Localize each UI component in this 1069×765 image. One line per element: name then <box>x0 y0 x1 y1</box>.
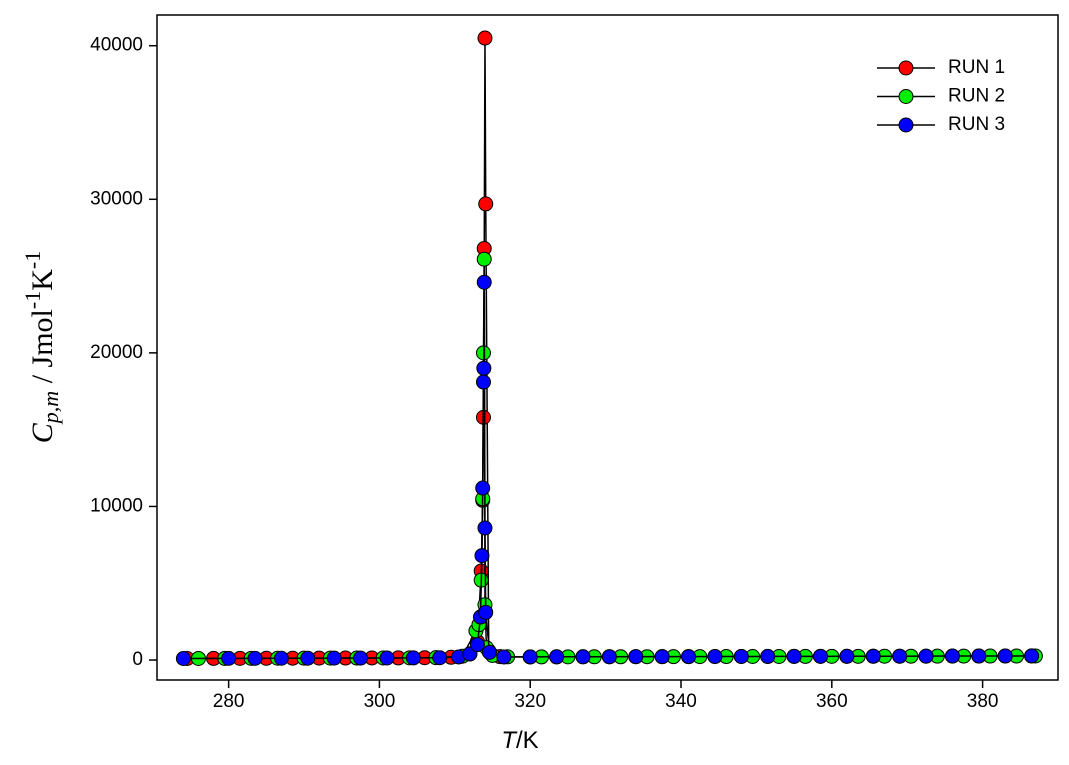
legend-marker <box>898 117 914 133</box>
y-tick-label: 40000 <box>90 35 143 56</box>
data-point <box>469 637 485 653</box>
data-point <box>477 30 493 46</box>
data-point <box>478 196 494 212</box>
x-label-unit: /K <box>516 727 539 754</box>
data-point <box>892 648 908 664</box>
plot-frame <box>156 14 1059 681</box>
legend-marker <box>898 60 914 76</box>
data-point <box>326 650 342 666</box>
data-point <box>476 274 492 290</box>
y-label-unit: K <box>26 269 59 291</box>
x-tick-label: 340 <box>665 691 697 712</box>
y-label-subscript: p,m <box>38 391 63 425</box>
data-point <box>476 251 492 267</box>
y-axis-label: Cp,m / Jmol-1K-1 <box>20 251 63 443</box>
x-tick-label: 320 <box>514 691 546 712</box>
data-point <box>478 604 494 620</box>
data-point <box>273 650 289 666</box>
data-point <box>482 644 498 660</box>
data-point <box>760 648 776 664</box>
data-point <box>522 649 538 665</box>
data-point <box>475 480 491 496</box>
data-point <box>353 650 369 666</box>
x-label-symbol: T <box>501 727 518 754</box>
data-point <box>918 648 934 664</box>
data-point <box>474 548 490 564</box>
data-point <box>654 649 670 665</box>
data-point <box>839 648 855 664</box>
data-point <box>944 648 960 664</box>
data-point <box>549 649 565 665</box>
series-line <box>183 282 1032 660</box>
series-line <box>198 259 1036 660</box>
data-point <box>477 520 493 536</box>
data-point <box>601 649 617 665</box>
legend-label: RUN 3 <box>948 114 1005 135</box>
data-point <box>681 649 697 665</box>
x-tick-label: 280 <box>213 691 245 712</box>
data-point <box>575 649 591 665</box>
data-point <box>221 650 237 666</box>
y-label-superscript: -1 <box>20 251 45 269</box>
y-tick-label: 0 <box>132 649 143 670</box>
legend-marker <box>898 89 914 104</box>
data-point <box>997 648 1013 664</box>
data-point <box>405 650 421 666</box>
data-point <box>300 650 316 666</box>
data-point <box>496 649 512 665</box>
data-point <box>865 648 881 664</box>
data-point <box>971 648 987 664</box>
x-tick-label: 300 <box>364 691 396 712</box>
data-point <box>476 360 492 376</box>
y-label-superscript: -1 <box>20 291 45 309</box>
data-point <box>733 649 749 665</box>
data-point <box>707 649 723 665</box>
x-tick-label: 360 <box>816 691 848 712</box>
data-point <box>475 374 491 390</box>
y-tick-label: 10000 <box>90 495 143 516</box>
x-tick-label: 380 <box>967 691 999 712</box>
data-point <box>379 650 395 666</box>
y-tick-label: 30000 <box>90 188 143 209</box>
legend-label: RUN 2 <box>948 86 1005 107</box>
data-point <box>175 650 191 666</box>
legend-label: RUN 1 <box>948 57 1005 78</box>
x-axis-label: T/K <box>501 727 538 754</box>
y-label-unit: / Jmol <box>26 309 59 391</box>
data-point <box>628 649 644 665</box>
data-point <box>1024 648 1040 664</box>
y-tick-label: 20000 <box>90 342 143 363</box>
data-point <box>432 650 448 666</box>
data-point <box>786 648 802 664</box>
data-point <box>247 650 263 666</box>
data-point <box>812 648 828 664</box>
y-label-symbol: C <box>26 422 59 443</box>
